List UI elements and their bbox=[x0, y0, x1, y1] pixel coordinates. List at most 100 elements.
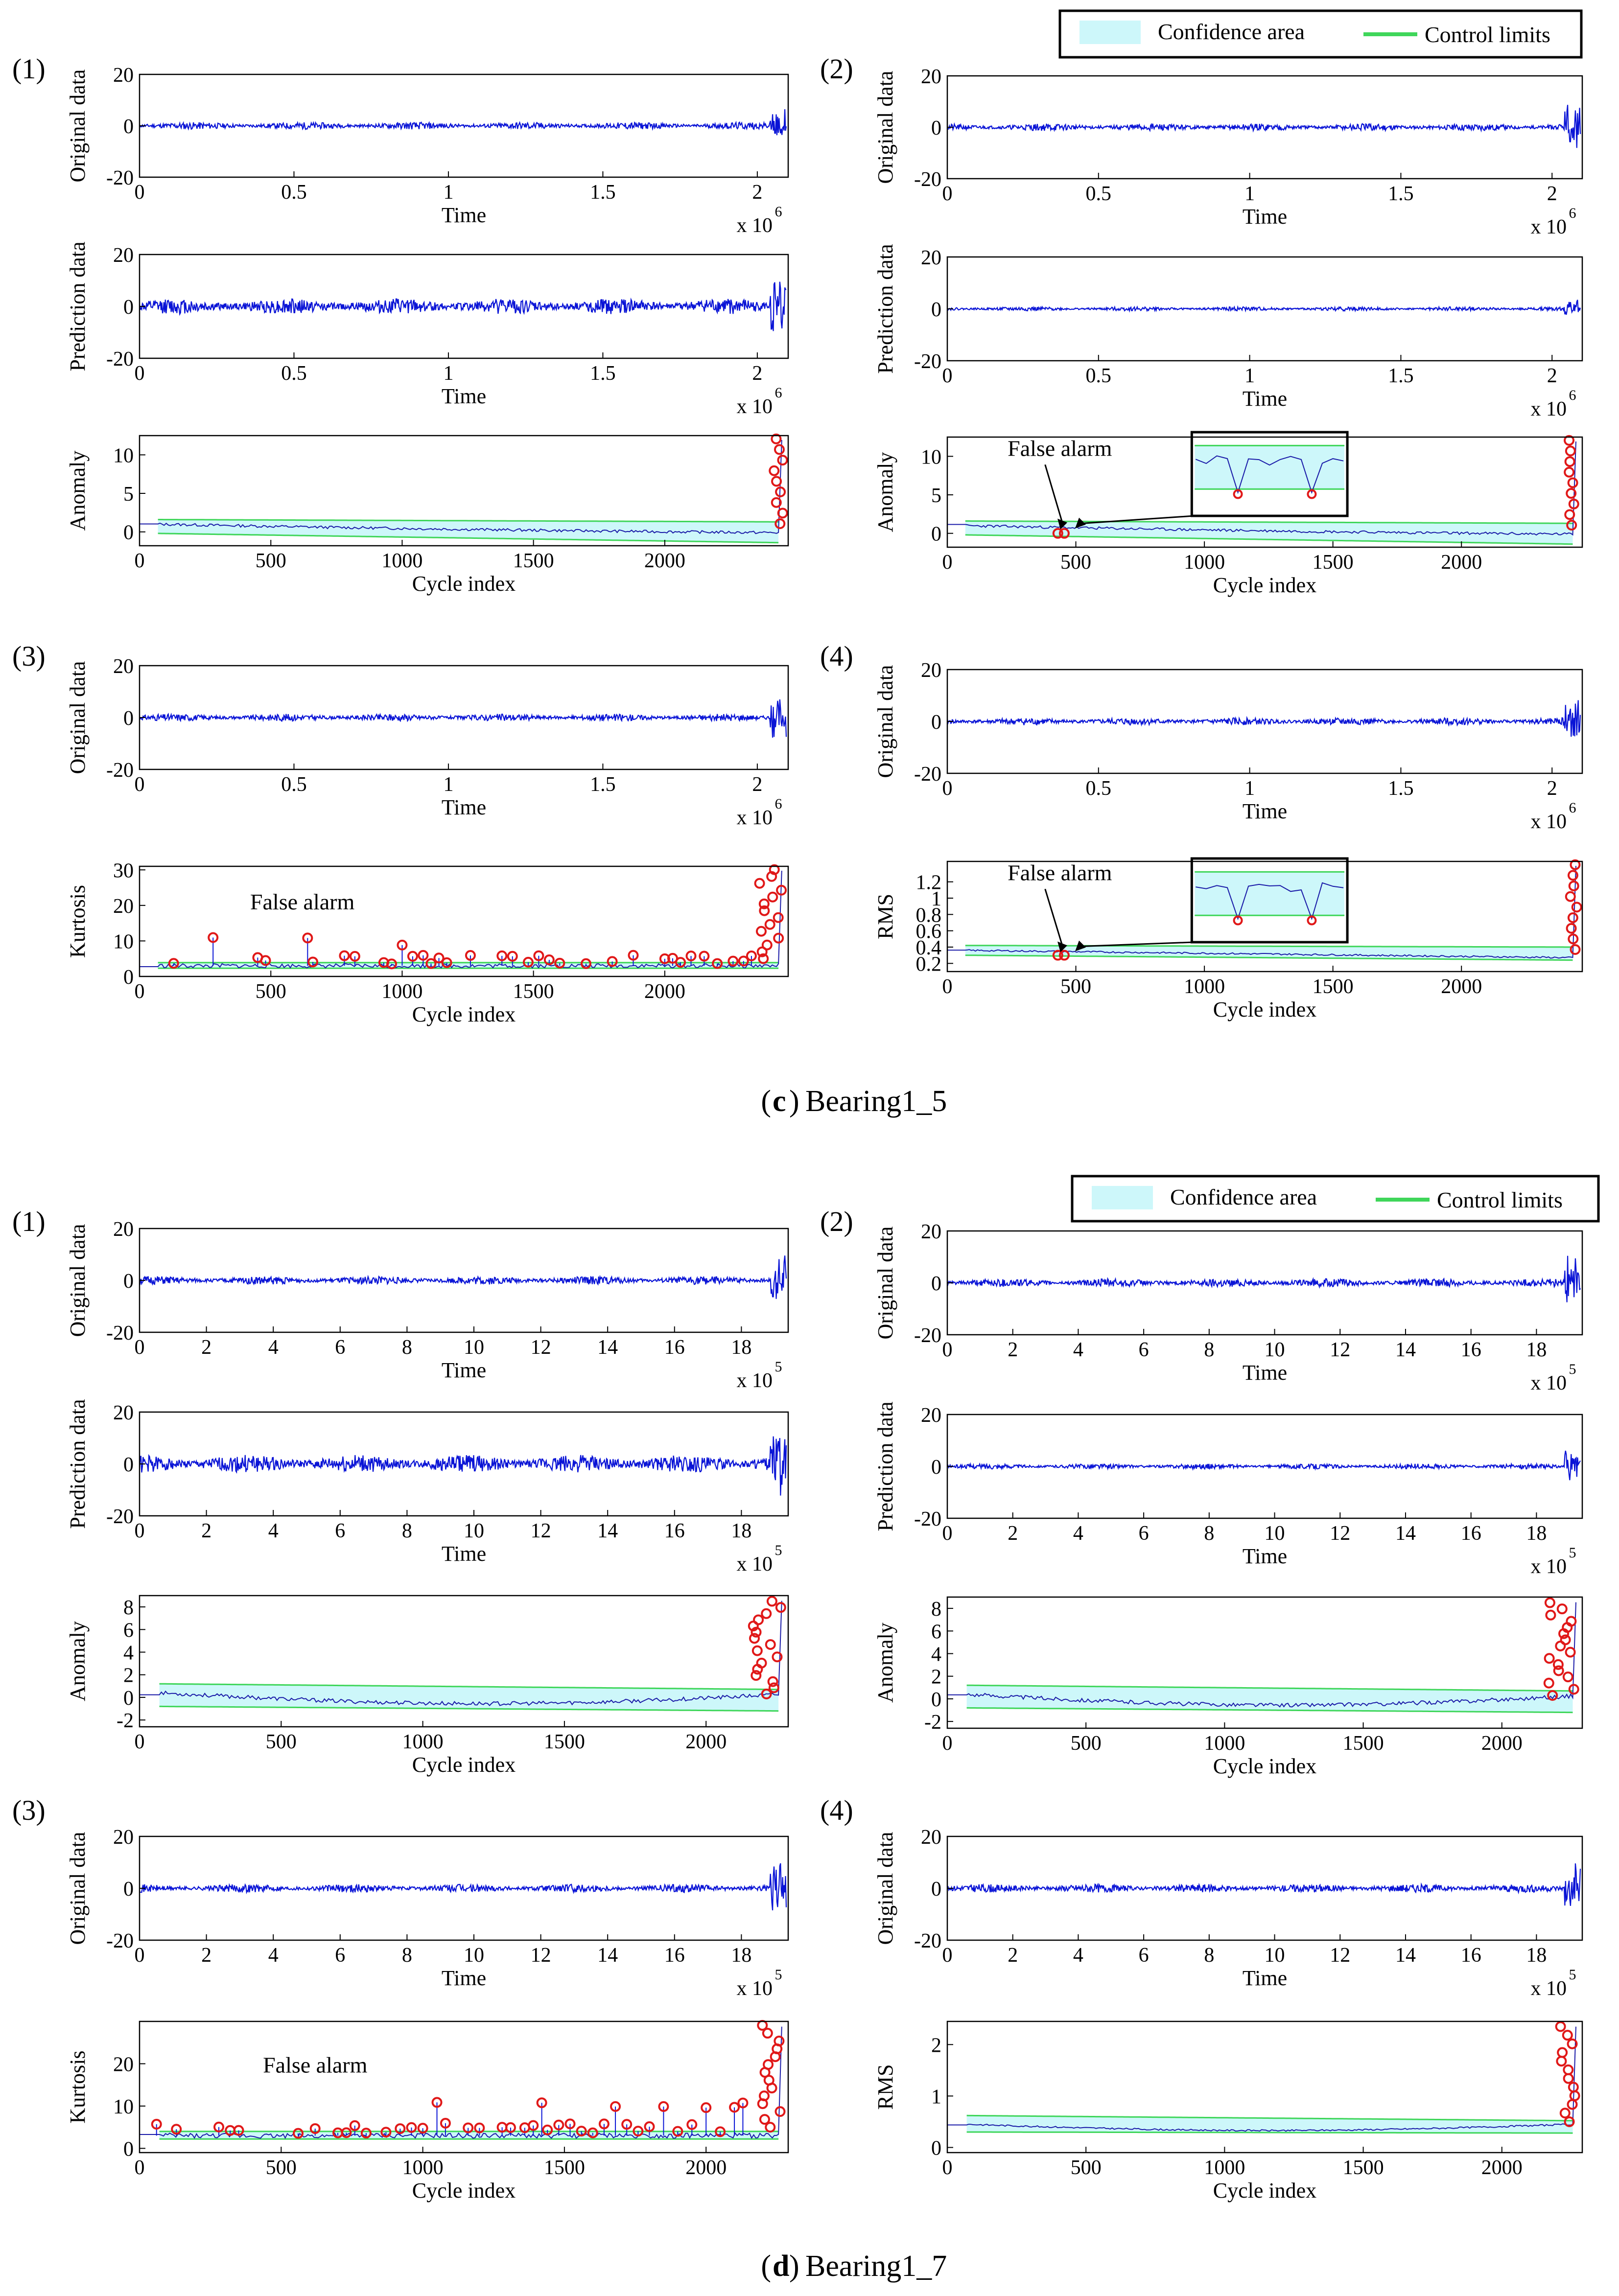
y-tick-label: 0 bbox=[123, 707, 134, 730]
y-tick-label: 1 bbox=[931, 2086, 941, 2108]
y-axis-label: Original data bbox=[873, 665, 897, 778]
lower-control-limit bbox=[158, 533, 779, 544]
alarm-marker bbox=[751, 1670, 762, 1681]
x-tick-label: 1500 bbox=[513, 980, 554, 1003]
signal-trace bbox=[947, 1450, 1581, 1481]
plot-area bbox=[140, 870, 782, 969]
alarm-marker bbox=[1566, 923, 1577, 934]
upper-control-limit bbox=[158, 519, 779, 523]
y-tick-label: -20 bbox=[914, 1324, 941, 1347]
x-axis-label: Time bbox=[442, 795, 486, 819]
alarm-marker bbox=[528, 2120, 539, 2131]
alarm-marker bbox=[1058, 528, 1070, 539]
panel-label: (3) bbox=[12, 1794, 46, 1826]
x-tick-label: 4 bbox=[268, 1944, 279, 1967]
caption-open-paren: ( bbox=[761, 2250, 771, 2283]
y-tick-label: -20 bbox=[106, 167, 134, 189]
alarm-marker bbox=[715, 2126, 726, 2137]
x-tick-label: 1 bbox=[443, 181, 453, 204]
alarm-marker bbox=[465, 950, 476, 961]
legend-confidence-swatch bbox=[1079, 21, 1141, 44]
x-multiplier: x 10 bbox=[737, 807, 773, 829]
plot-area bbox=[947, 441, 1576, 545]
y-axis-label: Prediction data bbox=[873, 244, 897, 373]
x-tick-label: 18 bbox=[731, 1944, 751, 1967]
alarm-marker bbox=[729, 2102, 740, 2113]
alarm-marker bbox=[431, 2097, 443, 2108]
alarm-marker bbox=[554, 957, 565, 969]
x-tick-label: 1000 bbox=[1184, 551, 1225, 574]
alarm-marker bbox=[759, 2114, 770, 2125]
y-tick-label: -20 bbox=[106, 759, 134, 782]
x-multiplier: x 10 bbox=[1531, 398, 1567, 420]
x-tick-label: 2 bbox=[1547, 365, 1557, 387]
x-tick-label: 500 bbox=[1060, 551, 1091, 574]
x-tick-label: 10 bbox=[464, 1944, 484, 1967]
alarm-marker bbox=[755, 926, 767, 937]
x-tick-label: 2 bbox=[201, 1944, 211, 1967]
x-tick-label: 0 bbox=[942, 365, 953, 387]
x-tick-label: 500 bbox=[1060, 975, 1091, 998]
alarm-marker bbox=[658, 2101, 669, 2112]
alarm-marker bbox=[777, 508, 788, 519]
alarm-marker bbox=[425, 958, 437, 969]
caption-text: Bearing1_5 bbox=[805, 1085, 947, 1118]
y-axis-label: Original data bbox=[873, 1227, 897, 1340]
plot-d-3-1: 2 1 00 500 1000 1500 2000 Cycle index RMS bbox=[873, 2020, 1583, 2203]
plot-area bbox=[140, 281, 787, 331]
x-tick-label: 8 bbox=[402, 1520, 412, 1542]
lower-control-limit bbox=[966, 1707, 1573, 1714]
plot-area bbox=[140, 1863, 787, 1911]
panel-label: (4) bbox=[820, 1794, 853, 1826]
alarm-marker bbox=[1562, 2030, 1573, 2041]
axes-frame bbox=[946, 436, 1583, 548]
alarm-marker bbox=[433, 952, 445, 964]
x-axis-label: Time bbox=[442, 203, 486, 227]
alarm-marker bbox=[746, 951, 757, 962]
x-tick-label: 1000 bbox=[1204, 1732, 1245, 1755]
panel-label: (3) bbox=[12, 640, 46, 672]
panel-label: (2) bbox=[820, 53, 853, 85]
x-tick-label: 2 bbox=[1008, 1944, 1018, 1967]
alarm-marker bbox=[293, 2128, 304, 2139]
false-alarm-label: False alarm bbox=[263, 2053, 368, 2078]
y-axis-label: Prediction data bbox=[66, 241, 90, 371]
plot-area bbox=[947, 105, 1581, 148]
x-tick-label: 0 bbox=[942, 2157, 953, 2179]
alarm-marker bbox=[1544, 1653, 1555, 1664]
upper-control-limit bbox=[965, 520, 1573, 524]
alarm-marker bbox=[463, 2122, 474, 2134]
monitor-trace bbox=[140, 1600, 782, 1707]
confidence-area bbox=[965, 521, 1573, 544]
panel-label: (1) bbox=[12, 1206, 46, 1237]
x-multiplier-exponent: 6 bbox=[1569, 205, 1576, 221]
x-tick-label: 1.5 bbox=[1388, 365, 1414, 387]
x-tick-label: 2000 bbox=[644, 550, 685, 572]
alarm-marker bbox=[771, 476, 782, 487]
alarm-marker bbox=[1552, 1659, 1564, 1670]
alarm-marker bbox=[1566, 488, 1577, 499]
y-axis-label: Kurtosis bbox=[66, 885, 90, 958]
alarm-marker bbox=[1567, 2099, 1578, 2110]
lower-control-limit bbox=[966, 2131, 1573, 2134]
y-tick-label: 6 bbox=[123, 1619, 134, 1642]
alarm-marker bbox=[553, 2119, 564, 2131]
x-tick-label: 8 bbox=[1204, 1522, 1214, 1545]
x-tick-label: 10 bbox=[1265, 1944, 1285, 1967]
alarm-marker bbox=[1545, 1609, 1556, 1621]
alarm-marker bbox=[418, 950, 429, 961]
annotation-arrow bbox=[1044, 464, 1064, 525]
x-tick-label: 0 bbox=[135, 773, 145, 796]
alarm-marker bbox=[774, 2106, 786, 2117]
alarm-marker bbox=[644, 2121, 655, 2133]
alarm-marker bbox=[769, 864, 780, 875]
alarm-marker bbox=[208, 932, 219, 943]
caption-text: Bearing1_7 bbox=[805, 2250, 947, 2283]
x-tick-label: 14 bbox=[1395, 1522, 1416, 1545]
alarm-marker bbox=[628, 950, 639, 961]
